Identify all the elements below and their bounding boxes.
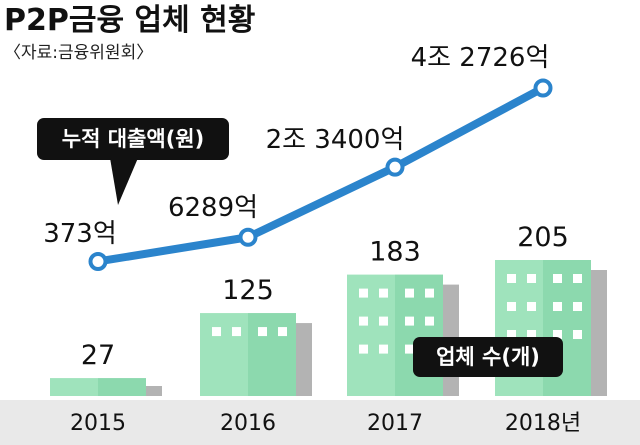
building-window — [212, 327, 221, 337]
loan-value-label: 6289억 — [168, 193, 258, 223]
x-tick-label: 2018년 — [505, 411, 581, 436]
x-tick-label: 2016 — [220, 411, 276, 436]
loan-legend-label: 누적 대출액(원) — [62, 127, 204, 151]
loan-value-label: 4조 2726억 — [411, 43, 550, 73]
building-window — [359, 316, 368, 326]
loan-line-layer: 373억 6289억 2조 3400억 4조 2726억 — [43, 43, 553, 271]
loan-point — [533, 78, 553, 98]
count-legend-label: 업체 수(개) — [436, 345, 540, 369]
building-window — [527, 302, 536, 311]
building-window — [379, 316, 388, 326]
building-bar: 27 — [50, 340, 162, 396]
count-legend-box — [413, 337, 563, 377]
chart-source: 〈자료:금융위원회〉 — [4, 43, 153, 63]
building-window — [405, 316, 414, 326]
loan-value-label: 373억 — [43, 219, 117, 249]
x-axis-ticks: 2015 2016 2017 2018년 — [70, 411, 581, 436]
x-tick-label: 2015 — [70, 411, 126, 436]
count-value-label: 183 — [369, 237, 421, 268]
building-window — [425, 316, 434, 326]
building-front — [200, 313, 296, 396]
loan-point — [238, 227, 258, 247]
building-window — [258, 327, 267, 337]
building-window — [507, 274, 516, 283]
chart-title: P2P금융 업체 현황 — [4, 3, 255, 38]
building-window — [278, 327, 287, 337]
building-window — [425, 288, 434, 298]
loan-legend-box — [37, 118, 229, 160]
building-front — [50, 378, 146, 396]
building-shade — [248, 313, 296, 396]
building-window — [553, 330, 562, 339]
x-axis-band — [0, 400, 640, 445]
building-window — [379, 288, 388, 298]
building-shade — [98, 378, 146, 396]
count-value-label: 125 — [222, 275, 274, 306]
count-value-label: 27 — [81, 340, 115, 371]
loan-value-label: 2조 3400억 — [266, 125, 405, 155]
building-window — [553, 302, 562, 311]
building-window — [573, 302, 582, 311]
loan-point — [88, 251, 108, 271]
x-tick-label: 2017 — [367, 411, 423, 436]
building-window — [359, 288, 368, 298]
loan-legend-pointer — [110, 158, 138, 205]
count-legend-tag: 업체 수(개) — [413, 337, 563, 377]
building-window — [359, 344, 368, 354]
building-window — [232, 327, 241, 337]
loan-point — [385, 157, 405, 177]
building-window — [573, 274, 582, 283]
building-window — [573, 330, 582, 339]
loan-series-line — [97, 84, 545, 266]
loan-legend-tag: 누적 대출액(원) — [37, 118, 229, 205]
building-window — [507, 330, 516, 339]
building-window — [405, 344, 414, 354]
building-window — [507, 302, 516, 311]
building-window — [553, 274, 562, 283]
building-window — [527, 330, 536, 339]
count-value-label: 205 — [517, 222, 569, 253]
building-bar: 125 — [200, 275, 312, 396]
building-window — [527, 274, 536, 283]
building-window — [379, 344, 388, 354]
building-shade — [395, 274, 443, 396]
building-window — [405, 288, 414, 298]
